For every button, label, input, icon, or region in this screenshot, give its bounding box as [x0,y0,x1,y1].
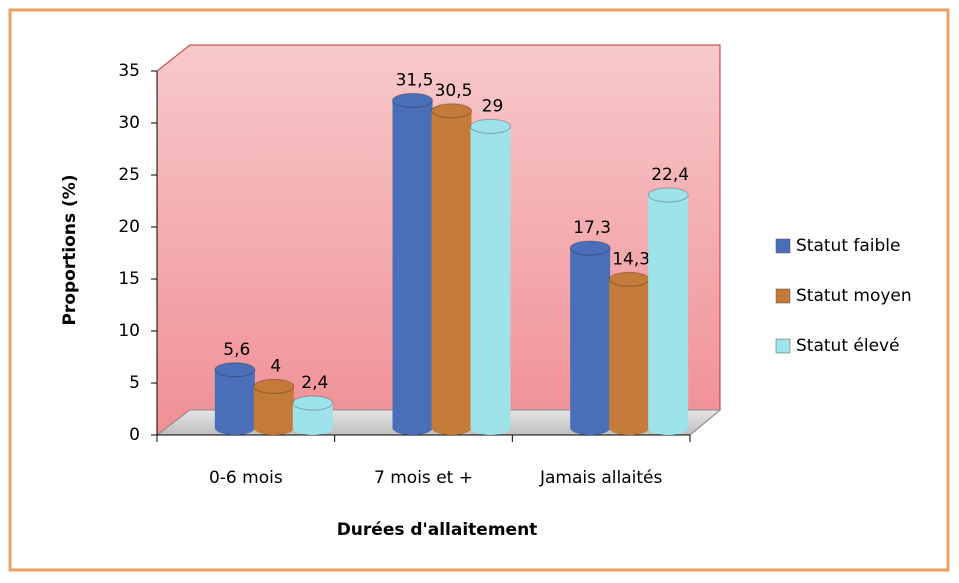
data-label: 31,5 [396,70,434,90]
bar-cap [292,395,334,411]
x-tick-label: 0-6 mois [209,468,283,488]
y-axis-title: Proportions (%) [60,174,80,325]
legend-label: Statut élevé [796,336,900,356]
y-tick-label: 30 [118,113,140,133]
y-tick-label: 15 [118,269,140,289]
bar [648,195,689,428]
bar-cap [214,362,256,378]
data-label: 14,3 [612,249,650,269]
bar-base [470,421,511,435]
bar-cap [470,118,511,134]
legend-label: Statut faible [796,236,900,256]
bar [570,248,611,428]
y-tick-label: 35 [118,61,140,81]
legend-swatch [775,338,791,354]
y-tick-label: 5 [129,373,140,393]
data-label: 17,3 [573,218,611,238]
bar [431,110,472,429]
legend-label: Statut moyen [796,286,912,306]
bar [470,126,511,429]
data-label: 29 [482,96,504,116]
bar-cap [392,92,433,108]
bar-base [570,421,611,435]
x-tick-label: Jamais allaités [539,468,663,488]
bar-cap [431,103,472,119]
x-axis-title: Durées d'allaitement [337,520,538,540]
x-tick-label: 7 mois et + [374,468,473,488]
data-label: 30,5 [435,81,473,101]
y-tick-label: 25 [118,165,140,185]
data-label: 5,6 [223,340,250,360]
bar-cap [608,271,650,287]
bar-base [609,421,650,435]
legend-swatch [775,288,791,304]
bar-base [431,421,472,435]
bar [609,279,650,428]
bar-base [392,421,433,435]
bar-base [648,421,689,435]
bar-cap [253,378,295,394]
bar [392,100,433,429]
bar [214,369,255,428]
data-label: 22,4 [651,165,689,185]
data-label: 4 [270,356,281,376]
y-tick-label: 20 [118,217,140,237]
data-label: 2,4 [301,373,328,393]
bar-base [292,421,333,435]
bar-cap [569,240,611,256]
legend-swatch [775,238,791,254]
y-tick-label: 10 [118,321,140,341]
bar-base [253,421,294,435]
bar-cap [647,187,689,203]
y-tick-label: 0 [129,425,140,445]
bar-base [214,421,255,435]
